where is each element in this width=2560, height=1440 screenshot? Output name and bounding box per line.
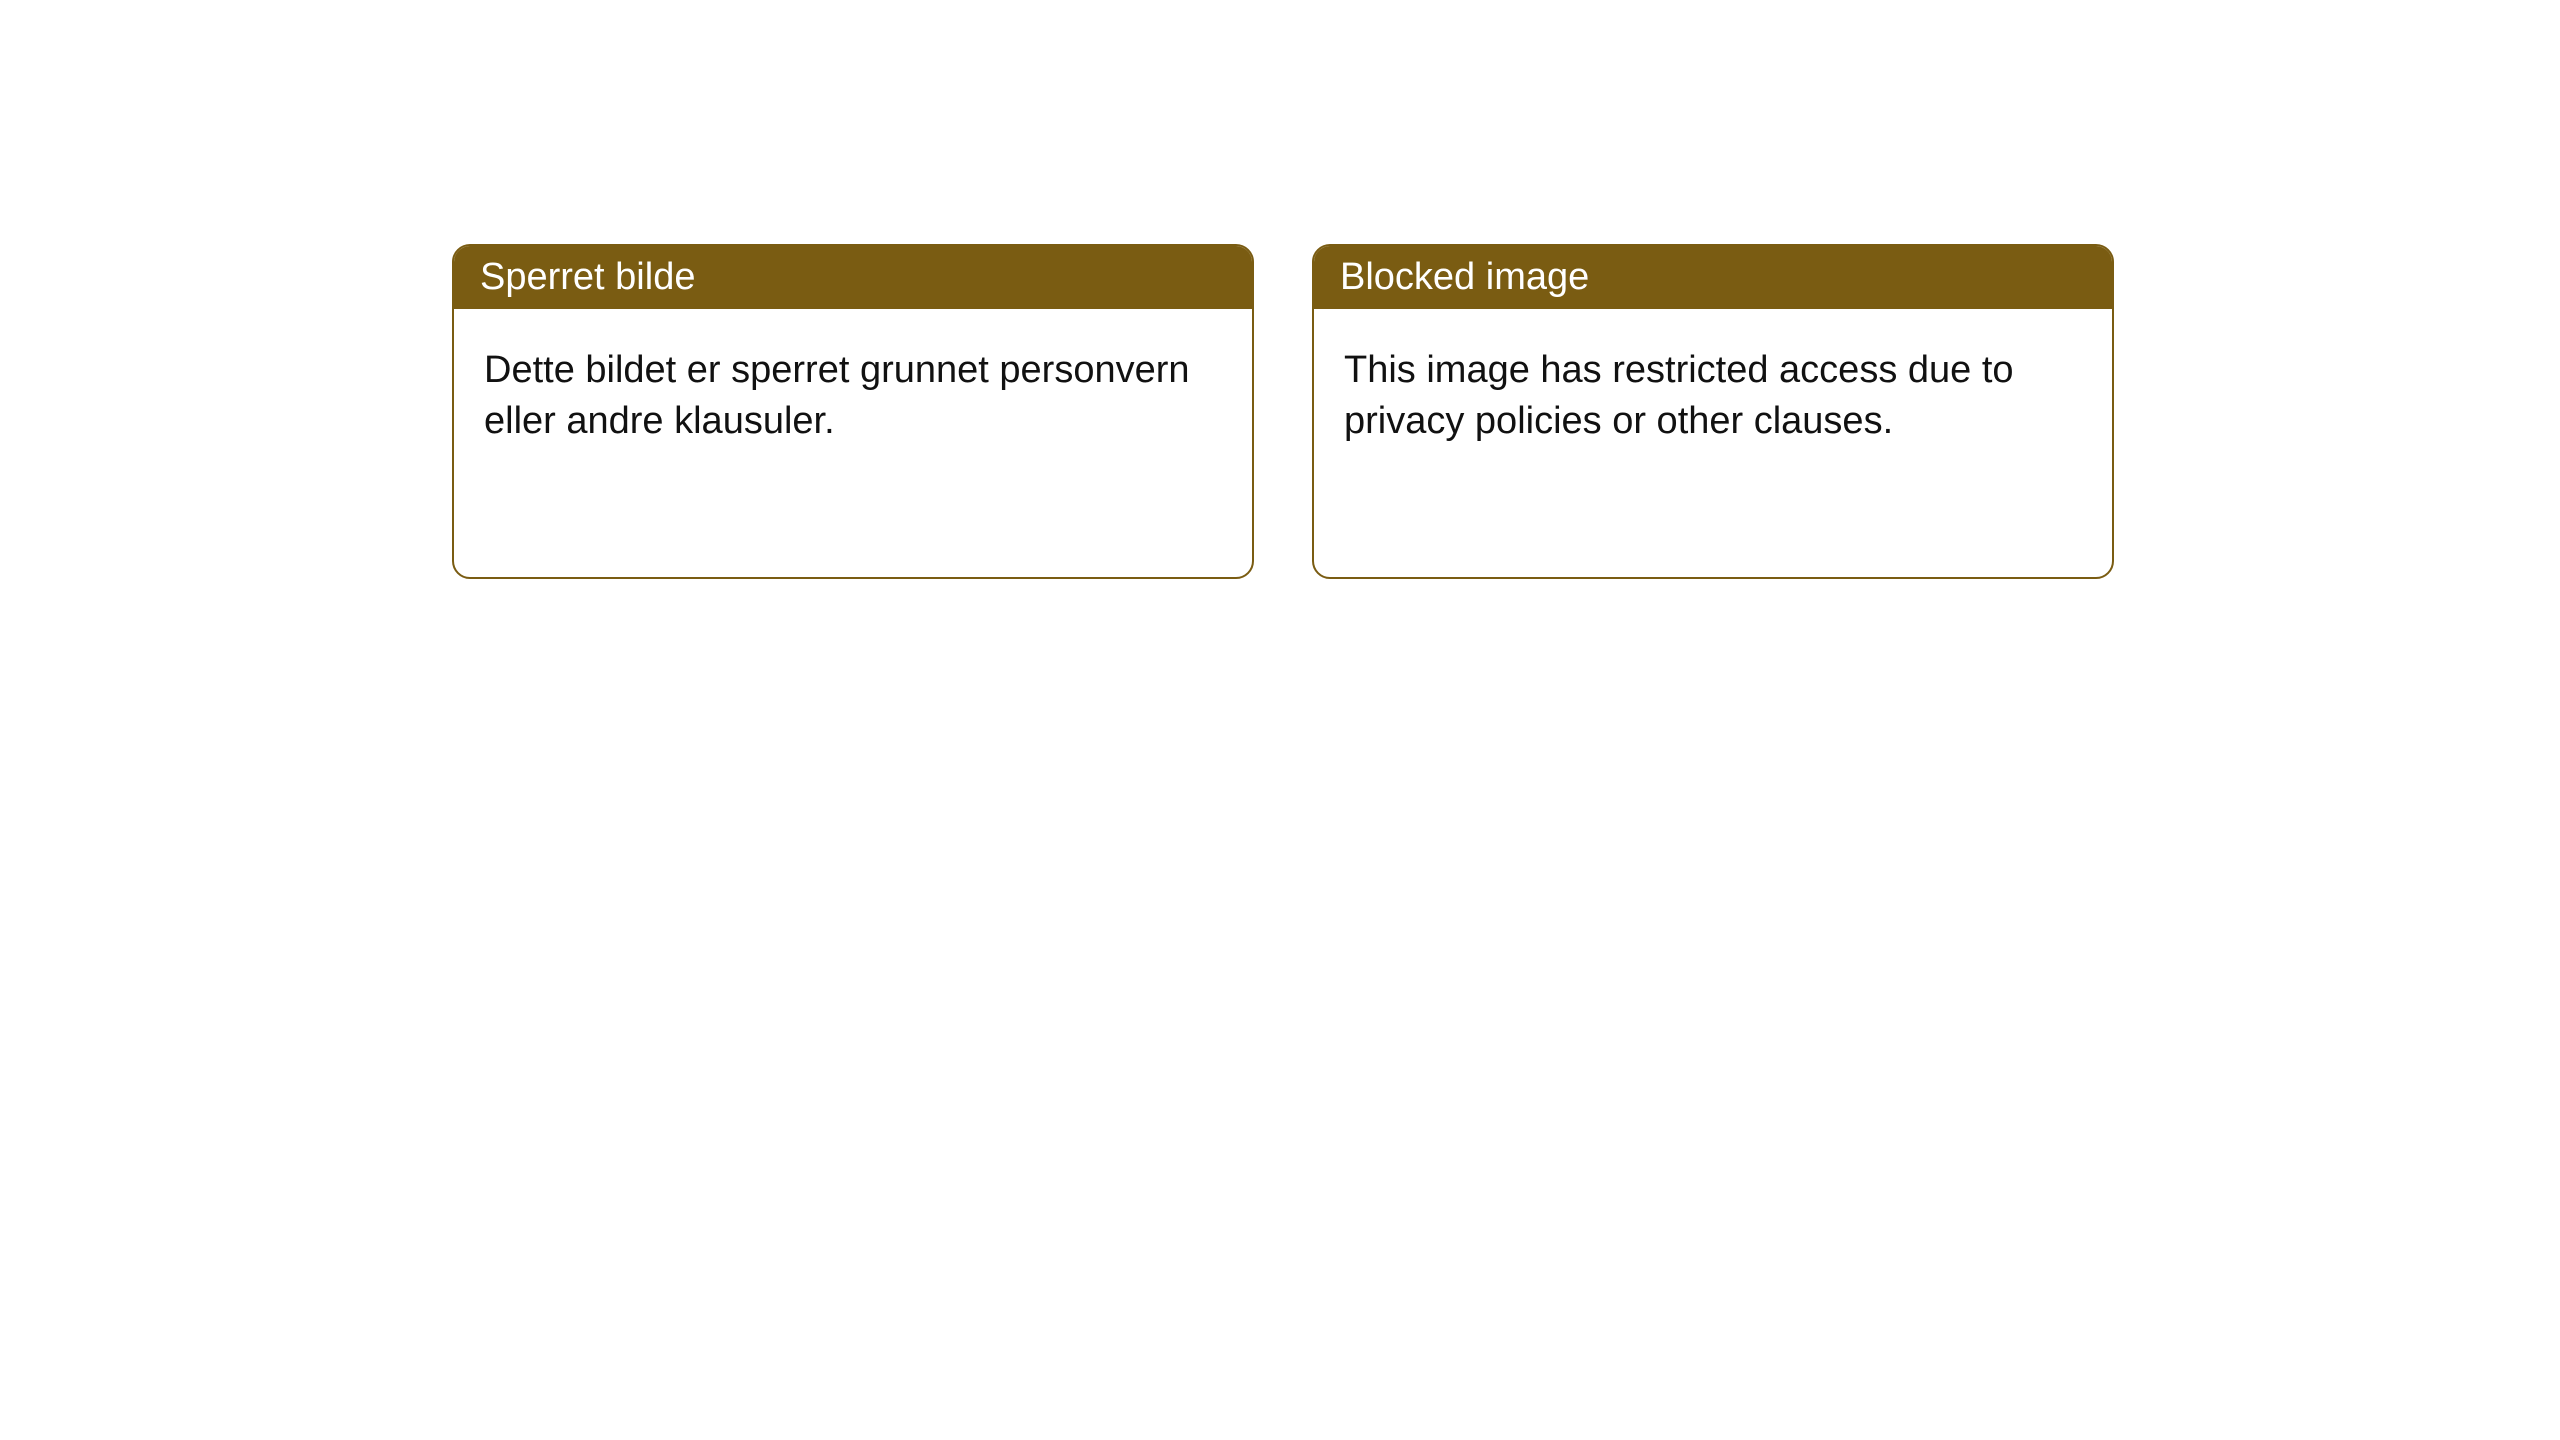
notice-card-english: Blocked image This image has restricted … xyxy=(1312,244,2114,579)
card-header: Blocked image xyxy=(1314,246,2112,309)
card-body-text: This image has restricted access due to … xyxy=(1344,349,2014,442)
notice-container: Sperret bilde Dette bildet er sperret gr… xyxy=(0,0,2560,579)
card-header: Sperret bilde xyxy=(454,246,1252,309)
card-body: This image has restricted access due to … xyxy=(1314,309,2112,484)
card-body-text: Dette bildet er sperret grunnet personve… xyxy=(484,349,1190,442)
card-title: Blocked image xyxy=(1340,256,1589,298)
card-body: Dette bildet er sperret grunnet personve… xyxy=(454,309,1252,484)
notice-card-norwegian: Sperret bilde Dette bildet er sperret gr… xyxy=(452,244,1254,579)
card-title: Sperret bilde xyxy=(480,256,695,298)
